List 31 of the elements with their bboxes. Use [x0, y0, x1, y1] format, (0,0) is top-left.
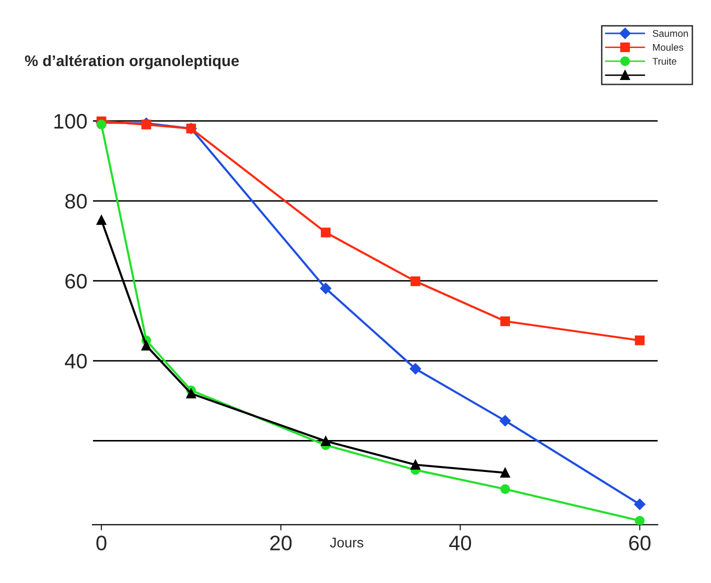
point [96, 120, 106, 130]
x-tick-label: 0 [96, 536, 106, 550]
point [634, 336, 645, 346]
x-axis-title: Jours [330, 538, 364, 548]
point [634, 516, 645, 525]
point [500, 468, 510, 478]
point [186, 388, 196, 398]
x-tick-label: 20 [270, 536, 292, 550]
point [410, 276, 420, 286]
point [320, 282, 332, 294]
point [320, 436, 331, 446]
point [141, 340, 152, 350]
y-tick-label: 60 [65, 274, 87, 289]
legend-label: Saumon [652, 30, 688, 37]
point [500, 415, 511, 426]
y-tick-label: 80 [65, 194, 87, 209]
point [500, 316, 510, 326]
legend-label: Truite [652, 58, 676, 65]
point [410, 363, 422, 374]
chart-title: % d’altération organoleptique [24, 54, 239, 70]
y-tick-label: 100 [54, 114, 87, 129]
point [410, 460, 420, 470]
point [320, 228, 331, 238]
point [96, 215, 106, 225]
point [634, 498, 646, 510]
legend-label: Moules [653, 44, 684, 51]
point [141, 120, 152, 130]
x-tick-label: 60 [629, 536, 651, 550]
y-tick-label: 40 [64, 354, 87, 369]
x-tick-label: 40 [449, 536, 472, 550]
point [500, 484, 510, 494]
